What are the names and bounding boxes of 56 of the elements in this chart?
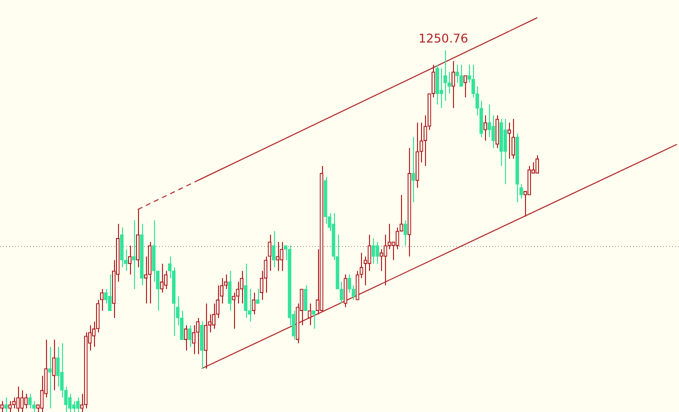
candlestick	[240, 270, 244, 304]
candlestick	[535, 154, 540, 174]
candlestick	[52, 339, 56, 391]
candlestick	[108, 274, 112, 312]
candlestick	[268, 234, 272, 272]
candlestick	[503, 118, 508, 185]
candlestick	[24, 393, 28, 409]
candlestick	[352, 284, 356, 300]
candlestick	[48, 346, 52, 409]
candlestick	[360, 252, 364, 279]
annotation: 1250.76	[418, 31, 468, 46]
candlestick	[12, 397, 16, 409]
candlestick	[20, 390, 24, 412]
candlestick	[128, 245, 132, 276]
candlestick	[196, 317, 200, 355]
candlestick	[420, 122, 424, 163]
candlestick	[312, 310, 316, 330]
candlestick	[340, 281, 344, 304]
candlestick	[192, 324, 196, 355]
candlestick	[212, 302, 216, 330]
candlestick	[184, 324, 188, 352]
candlestick	[459, 64, 464, 87]
candlestick	[372, 238, 376, 264]
candlestick	[412, 136, 416, 203]
candlestick	[404, 220, 408, 246]
candlestick	[380, 248, 384, 272]
candlestick	[256, 288, 260, 304]
candlestick	[308, 302, 312, 326]
candlestick	[0, 400, 4, 412]
candlestick	[384, 234, 388, 286]
candlestick	[376, 242, 380, 264]
candlestick	[356, 270, 360, 300]
candlestick	[344, 274, 348, 308]
candlestick	[28, 393, 32, 409]
candlestick	[16, 386, 20, 412]
candlestick	[455, 64, 460, 84]
candlestick	[132, 220, 136, 290]
candlestick	[252, 292, 256, 315]
candlestick	[276, 242, 280, 272]
candlestick	[368, 234, 372, 272]
candlestick	[436, 64, 440, 106]
candlestick	[448, 72, 452, 94]
candlestick	[228, 270, 232, 312]
candlestick	[188, 324, 192, 348]
candlestick	[160, 263, 164, 294]
candlestick	[280, 242, 284, 272]
candlestick	[495, 114, 500, 148]
candlestick	[452, 60, 456, 109]
candlestick	[348, 274, 352, 294]
candlestick	[396, 227, 400, 250]
candlestick	[527, 166, 532, 196]
candlestick	[4, 397, 8, 412]
candlestick	[8, 400, 12, 412]
candlestick	[272, 230, 276, 268]
candlestick	[507, 122, 512, 160]
candlestick	[304, 284, 308, 312]
